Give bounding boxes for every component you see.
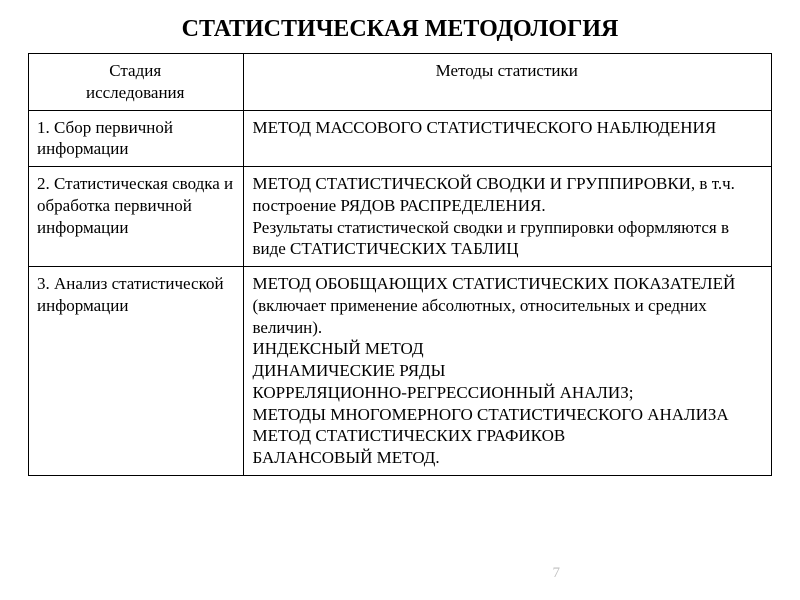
cell-stage: 1. Сбор первичной информации <box>29 110 244 167</box>
table-header-row: Стадия исследования Методы статистики <box>29 54 772 111</box>
table-row: 3. Анализ статистической информации МЕТО… <box>29 267 772 476</box>
header-stage-line1: Стадия <box>109 61 161 80</box>
cell-methods: МЕТОД ОБОБЩАЮЩИХ СТАТИСТИЧЕСКИХ ПОКАЗАТЕ… <box>244 267 772 476</box>
methodology-table: Стадия исследования Методы статистики 1.… <box>28 53 772 476</box>
header-stage: Стадия исследования <box>29 54 244 111</box>
page-title: СТАТИСТИЧЕСКАЯ МЕТОДОЛОГИЯ <box>28 16 772 43</box>
cell-stage: 2. Статистическая сводка и обработка пер… <box>29 167 244 267</box>
header-stage-line2: исследования <box>86 83 185 102</box>
table-row: 2. Статистическая сводка и обработка пер… <box>29 167 772 267</box>
page-number: 7 <box>553 565 561 582</box>
cell-methods: МЕТОД СТАТИСТИЧЕСКОЙ СВОДКИ И ГРУППИРОВК… <box>244 167 772 267</box>
header-methods: Методы статистики <box>244 54 772 111</box>
cell-stage: 3. Анализ статистической информации <box>29 267 244 476</box>
table-row: 1. Сбор первичной информации МЕТОД МАССО… <box>29 110 772 167</box>
cell-methods: МЕТОД МАССОВОГО СТАТИСТИЧЕСКОГО НАБЛЮДЕН… <box>244 110 772 167</box>
